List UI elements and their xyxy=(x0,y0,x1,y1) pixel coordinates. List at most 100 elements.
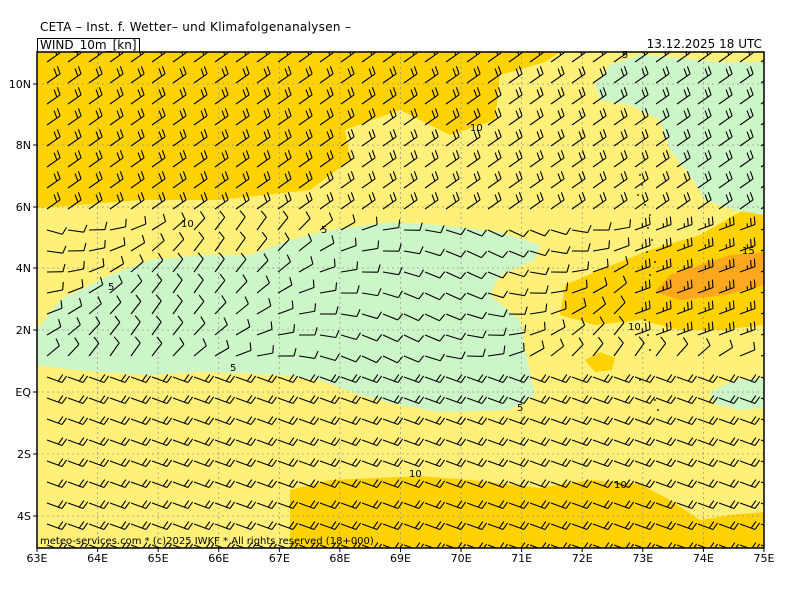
wind-barb xyxy=(319,395,341,404)
wind-barb xyxy=(466,374,488,383)
wind-barb xyxy=(739,395,761,404)
wind-barb xyxy=(340,171,355,189)
wind-barb xyxy=(172,212,186,231)
wind-barb xyxy=(46,500,68,509)
wind-barb xyxy=(67,297,83,315)
wind-barb xyxy=(109,255,125,273)
wind-barb xyxy=(235,521,257,530)
wind-barb xyxy=(529,500,551,509)
wind-barb xyxy=(298,416,320,425)
wind-barb xyxy=(655,171,670,189)
wind-barb xyxy=(739,321,756,336)
wind-barb xyxy=(214,150,229,168)
wind-barb xyxy=(487,500,509,509)
wind-barb xyxy=(235,458,257,467)
wind-barb xyxy=(67,129,82,147)
wind-barb xyxy=(298,479,320,488)
wind-barb xyxy=(235,210,246,231)
wind-barb xyxy=(655,52,670,63)
wind-barb xyxy=(592,479,614,488)
valid-time: 13.12.2025 18 UTC xyxy=(646,37,762,51)
wind-barb xyxy=(298,279,315,294)
wind-barb xyxy=(634,216,651,231)
wind-barb xyxy=(340,521,362,530)
wind-barb xyxy=(277,108,292,126)
zone-moderate-blob xyxy=(585,352,615,372)
wind-barb xyxy=(256,321,273,336)
wind-barb xyxy=(613,219,632,231)
wind-barb xyxy=(298,108,313,126)
wind-barb xyxy=(676,150,691,168)
wind-barb xyxy=(445,52,460,63)
wind-barb xyxy=(172,315,184,336)
wind-barb xyxy=(109,374,131,383)
wind-barb xyxy=(487,108,502,126)
wind-barb xyxy=(88,52,103,63)
wind-barb xyxy=(235,129,250,147)
wind-barb xyxy=(340,355,362,363)
zone-moderate-north xyxy=(37,52,560,208)
wind-barb xyxy=(130,171,145,189)
wind-barb xyxy=(88,129,103,147)
wind-barb xyxy=(340,261,359,273)
wind-barb xyxy=(655,521,677,530)
wind-barb xyxy=(67,242,87,252)
wind-barb xyxy=(88,416,110,425)
wind-barb xyxy=(151,213,167,231)
contour-label: 5 xyxy=(517,403,523,414)
wind-barb xyxy=(277,87,292,105)
wind-barb xyxy=(67,150,82,168)
wind-barb xyxy=(277,416,299,425)
wind-barb xyxy=(634,192,649,210)
wind-barb xyxy=(655,374,677,383)
wind-barb xyxy=(508,192,523,210)
wind-barb xyxy=(466,330,487,339)
wind-barb xyxy=(739,437,761,446)
wind-barb xyxy=(256,210,267,231)
wind-barb xyxy=(88,171,103,189)
wind-barb xyxy=(193,521,215,530)
wind-barb xyxy=(529,171,544,189)
wind-barb xyxy=(718,66,733,84)
wind-barb xyxy=(445,437,467,446)
wind-barb xyxy=(676,216,693,231)
wind-barb xyxy=(403,395,425,404)
wind-barb xyxy=(340,458,362,467)
wind-barb xyxy=(571,317,586,336)
wind-barb xyxy=(697,338,711,357)
wind-barb xyxy=(277,150,292,168)
wind-barb xyxy=(424,87,439,105)
wind-barb xyxy=(718,279,735,294)
wind-barb xyxy=(571,66,586,84)
lon-tick-label: 70E xyxy=(451,552,472,565)
wind-barb xyxy=(466,129,481,147)
contour-label: 5 xyxy=(108,282,114,293)
wind-barb xyxy=(46,338,60,357)
wind-barb xyxy=(193,500,215,509)
wind-barb xyxy=(46,437,68,446)
wind-barb xyxy=(613,256,629,273)
wind-barb xyxy=(508,288,529,297)
wind-barb xyxy=(46,129,61,147)
wind-barb xyxy=(340,374,362,383)
wind-barb xyxy=(172,150,187,168)
wind-barb xyxy=(214,521,236,530)
wind-barb xyxy=(487,437,509,446)
wind-barb xyxy=(130,129,145,147)
wind-barb xyxy=(193,150,208,168)
wind-barb xyxy=(550,395,572,404)
wind-barb xyxy=(256,500,278,509)
wind-barb xyxy=(592,374,614,383)
wind-barb xyxy=(361,479,383,488)
wind-barb xyxy=(550,300,567,315)
wind-barb xyxy=(445,292,467,301)
wind-barb xyxy=(571,129,586,147)
wind-barb xyxy=(739,300,756,315)
wind-barb xyxy=(634,108,649,126)
wind-barb xyxy=(508,324,527,336)
wind-barb xyxy=(172,171,187,189)
lat-tick-label: EQ xyxy=(15,386,31,399)
wind-barb xyxy=(277,458,299,467)
wind-barb xyxy=(382,66,397,84)
wind-barb xyxy=(193,437,215,446)
